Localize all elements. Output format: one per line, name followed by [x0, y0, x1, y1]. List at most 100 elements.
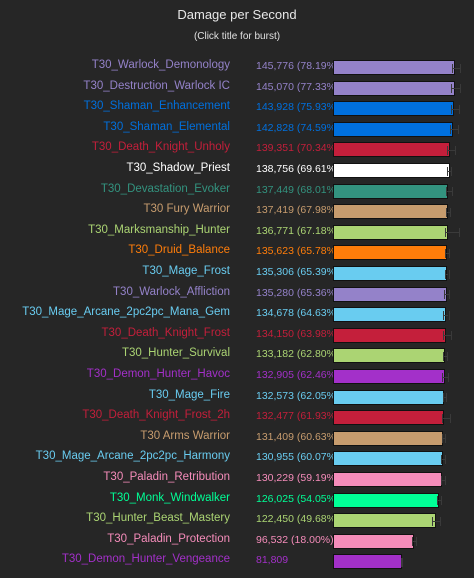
row-label[interactable]: T30_Demon_Hunter_Havoc: [86, 368, 230, 380]
error-bar-cap: [432, 516, 434, 526]
error-bar-cap: [450, 207, 452, 217]
error-bar-cap: [443, 290, 445, 300]
row-label[interactable]: T30_Shadow_Priest: [126, 162, 230, 174]
error-bar-cap: [459, 104, 460, 114]
error-bar: [440, 479, 445, 481]
row-value: 81,809: [256, 554, 289, 567]
row-label[interactable]: T30_Druid_Balance: [128, 244, 230, 257]
error-bar: [441, 438, 446, 440]
error-bar: [449, 129, 459, 131]
error-bar: [443, 294, 450, 296]
error-bar-cap: [459, 228, 460, 238]
error-bar-cap: [443, 331, 445, 341]
error-bar: [451, 67, 461, 69]
row-label[interactable]: T30_Monk_Windwalker: [109, 491, 230, 504]
row-label[interactable]: T30_Devastation_Evoker: [100, 182, 230, 195]
chart-title[interactable]: Damage per Second: [177, 7, 297, 22]
error-bar-cap: [449, 125, 451, 135]
bar: [333, 451, 443, 467]
row-value: 126,025 (54.05%): [256, 492, 340, 505]
row-label[interactable]: T30_Death_Knight_Frost: [101, 326, 231, 339]
bar: [333, 286, 447, 302]
row-label[interactable]: T30_Mage_Fire: [148, 388, 230, 401]
error-bar-cap: [445, 187, 447, 197]
error-bar: [411, 541, 417, 543]
error-bar-cap: [450, 413, 452, 423]
bar: [333, 163, 450, 178]
error-bar-cap: [451, 84, 453, 94]
error-bar-cap: [440, 496, 442, 506]
error-bar-cap: [446, 393, 448, 403]
error-bar: [444, 273, 449, 275]
row-value: 142,828 (74.59%): [256, 121, 340, 134]
bar: [333, 389, 445, 405]
error-bar-cap: [416, 537, 418, 547]
row-label[interactable]: T30_Marksmanship_Hunter: [88, 223, 230, 236]
error-bar-cap: [442, 372, 444, 382]
row-label[interactable]: T30_Death_Knight_Frost_2h: [82, 409, 230, 422]
row-label[interactable]: T30_Shaman_Elemental: [103, 120, 230, 133]
row-value: 145,070 (77.33%): [256, 80, 340, 93]
bar: [333, 142, 451, 158]
error-bar-cap: [444, 475, 446, 485]
row-value: 130,955 (60.07%): [256, 451, 340, 464]
row-label[interactable]: T30_Demon_Hunter_Vengeance: [61, 553, 230, 566]
error-bar-cap: [458, 125, 460, 135]
row-value: 143,928 (75.93%): [256, 101, 340, 114]
row-label[interactable]: T30_Hunter_Beast_Mastery: [86, 512, 230, 525]
row-label[interactable]: T30_Shaman_Enhancement: [83, 100, 230, 113]
row-label[interactable]: T30 Arms Warrior: [140, 429, 230, 442]
row-value: 132,477 (61.93%): [256, 410, 340, 423]
row-value: 134,678 (64.63%): [256, 307, 340, 320]
bar: [333, 224, 448, 240]
row-value: 132,573 (62.05%): [256, 389, 340, 402]
error-bar-cap: [444, 269, 446, 279]
error-bar-cap: [400, 557, 402, 567]
row-value: 133,182 (62.80%): [256, 348, 340, 361]
error-bar-cap: [450, 104, 452, 114]
bar: [333, 60, 456, 75]
row-label[interactable]: T30_Destruction_Warlock IC: [83, 79, 230, 92]
row-label[interactable]: T30_Paladin_Protection: [107, 532, 230, 545]
error-bar-cap: [441, 454, 443, 464]
error-bar-cap: [444, 248, 446, 258]
bar: [333, 533, 415, 549]
error-bar-cap: [447, 145, 449, 155]
row-label[interactable]: T30_Warlock_Demonology: [91, 59, 230, 71]
error-bar-cap: [442, 413, 444, 423]
error-bar-cap: [440, 475, 442, 485]
error-bar-cap: [447, 166, 449, 176]
row-label[interactable]: T30_Death_Knight_Unholy: [91, 141, 230, 154]
bar: [333, 472, 443, 487]
row-label[interactable]: T30_Hunter_Survival: [121, 347, 230, 360]
bar: [333, 266, 447, 281]
bar: [333, 245, 447, 261]
error-bar: [442, 417, 451, 419]
error-bar-cap: [442, 393, 444, 403]
row-label[interactable]: T30_Paladin_Retribution: [103, 471, 230, 483]
error-bar: [442, 397, 447, 399]
row-value: 136,771 (67.18%): [256, 224, 340, 237]
row-value: 137,419 (67.98%): [256, 204, 340, 217]
error-bar-cap: [444, 454, 446, 464]
error-bar-cap: [443, 310, 445, 320]
row-label[interactable]: T30 Fury Warrior: [143, 203, 230, 216]
error-bar-cap: [445, 434, 447, 444]
error-bar: [445, 191, 453, 193]
error-bar-cap: [447, 372, 449, 382]
error-bar-cap: [446, 351, 448, 361]
error-bar-cap: [451, 63, 453, 73]
error-bar-cap: [446, 207, 448, 217]
error-bar-cap: [443, 351, 445, 361]
row-label[interactable]: T30_Mage_Frost: [142, 265, 230, 277]
row-value: 96,532 (18.00%): [256, 533, 334, 546]
error-bar-cap: [452, 187, 454, 197]
error-bar: [443, 335, 452, 337]
bar: [333, 183, 449, 199]
row-label[interactable]: T30_Warlock_Affliction: [113, 285, 230, 298]
bar: [333, 80, 455, 96]
row-label[interactable]: T30_Mage_Arcane_2pc2pc_Harmony: [35, 450, 230, 463]
bar: [333, 554, 402, 570]
row-label[interactable]: T30_Mage_Arcane_2pc2pc_Mana_Gem: [22, 306, 230, 319]
bar: [333, 101, 454, 117]
